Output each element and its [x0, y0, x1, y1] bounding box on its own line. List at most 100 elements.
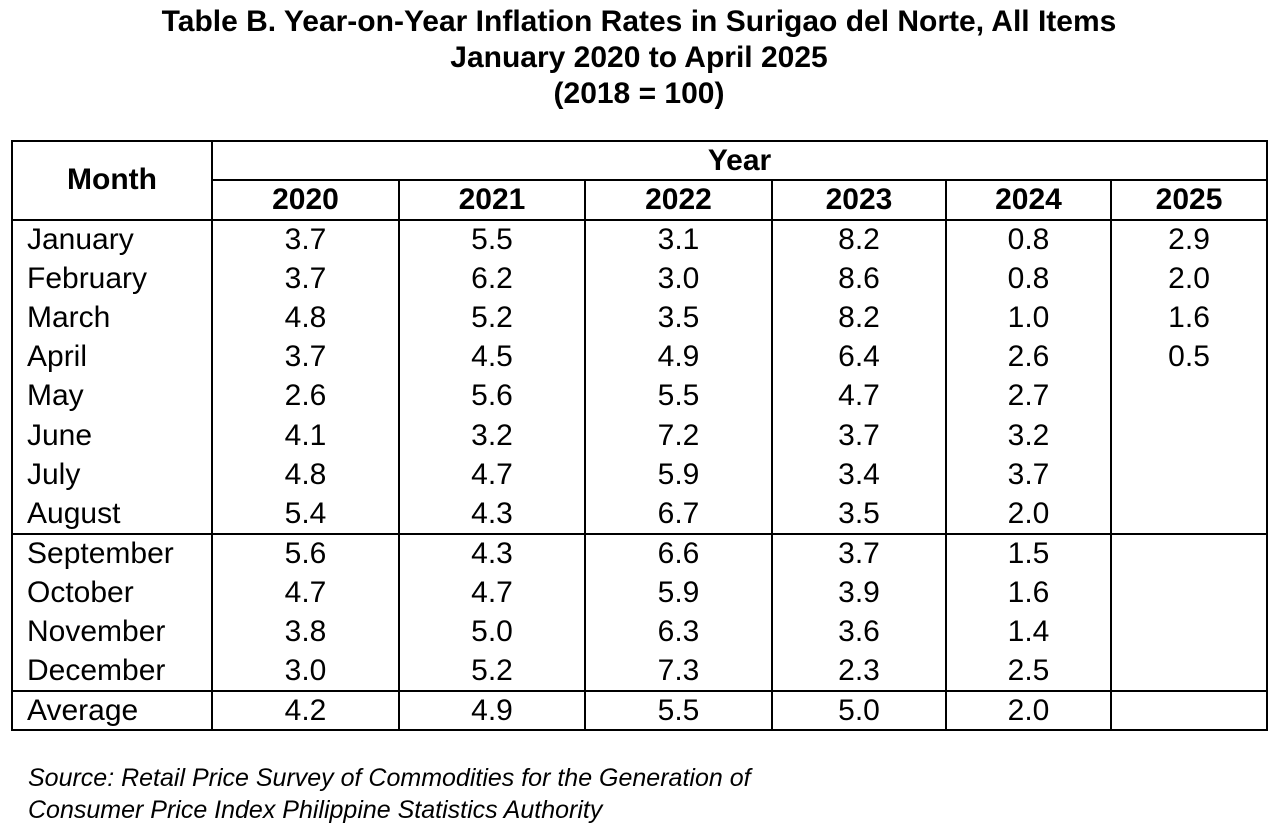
- value-cell: 7.2: [584, 416, 773, 456]
- value-cell: 3.7: [211, 258, 400, 299]
- value-cell: 3.2: [945, 416, 1112, 456]
- value-cell: 7.3: [584, 651, 773, 692]
- value-cell: 5.0: [398, 612, 586, 652]
- value-cell: 4.7: [211, 573, 400, 613]
- value-cell: 5.2: [398, 298, 586, 338]
- month-cell: October: [11, 573, 213, 613]
- value-cell: 6.2: [398, 258, 586, 299]
- value-cell: 4.3: [398, 532, 586, 574]
- table-row: September 5.6 4.3 6.6 3.7 1.5: [11, 532, 1269, 574]
- month-cell: July: [11, 455, 213, 495]
- table-body: January 3.7 5.5 3.1 8.2 0.8 2.9 February 3.7 6.2 3…: [11, 218, 1269, 732]
- table-row: October 4.7 4.7 5.9 3.9 1.6: [11, 573, 1269, 613]
- table-row: June 4.1 3.2 7.2 3.7 3.2: [11, 416, 1269, 456]
- year-header: Year: [210, 139, 1269, 182]
- value-cell: 5.6: [211, 532, 400, 574]
- value-cell: 5.9: [584, 455, 773, 495]
- value-cell: 3.0: [584, 258, 773, 299]
- value-cell: 3.9: [771, 573, 947, 613]
- table-row: December 3.0 5.2 7.3 2.3 2.5: [11, 651, 1269, 692]
- value-cell: 2.0: [945, 494, 1112, 534]
- value-cell: 2.3: [771, 651, 947, 692]
- value-cell: 1.6: [945, 573, 1112, 613]
- month-cell: February: [11, 258, 213, 299]
- value-cell: 4.5: [398, 337, 586, 377]
- month-cell: December: [11, 651, 213, 692]
- table-row: January 3.7 5.5 3.1 8.2 0.8 2.9: [11, 218, 1269, 259]
- value-cell: 2.5: [945, 651, 1112, 692]
- year-col-2020: 2020: [211, 179, 400, 221]
- value-cell: 6.7: [584, 494, 773, 534]
- month-cell: Average: [11, 690, 213, 732]
- value-cell: 5.5: [584, 376, 773, 417]
- value-cell: 3.8: [211, 612, 400, 652]
- value-cell: 3.5: [771, 494, 947, 534]
- month-cell: April: [11, 337, 213, 377]
- value-cell: 5.5: [398, 218, 586, 259]
- year-col-2022: 2022: [584, 179, 773, 221]
- value-cell: 4.3: [398, 494, 586, 534]
- value-cell: 4.8: [211, 455, 400, 495]
- table-row: July 4.8 4.7 5.9 3.4 3.7: [11, 455, 1269, 495]
- table-row: March 4.8 5.2 3.5 8.2 1.0 1.6: [11, 298, 1269, 338]
- source-note: Source: Retail Price Survey of Commoditi…: [28, 762, 928, 826]
- table-row: August 5.4 4.3 6.7 3.5 2.0: [11, 494, 1269, 534]
- table-row: Average 4.2 4.9 5.5 5.0 2.0: [11, 690, 1269, 732]
- value-cell: 1.4: [945, 612, 1112, 652]
- value-cell: 4.7: [398, 573, 586, 613]
- year-col-2023: 2023: [771, 179, 947, 221]
- value-cell: 1.0: [945, 298, 1112, 338]
- title-line-1: Table B. Year-on-Year Inflation Rates in…: [161, 5, 1117, 38]
- month-cell: March: [11, 298, 213, 338]
- value-cell: 2.7: [945, 376, 1112, 417]
- inflation-table: Month Year 2020 2021 2022 2023 2024 2025…: [11, 139, 1269, 732]
- value-cell: 5.5: [584, 690, 773, 732]
- value-cell: 2.0: [945, 690, 1112, 732]
- value-cell: 3.6: [771, 612, 947, 652]
- value-cell: [1109, 532, 1269, 574]
- month-cell: September: [11, 532, 213, 574]
- value-cell: 2.9: [1109, 218, 1269, 259]
- value-cell: 1.5: [945, 532, 1112, 574]
- value-cell: 5.2: [398, 651, 586, 692]
- value-cell: [1109, 455, 1269, 495]
- value-cell: 8.6: [771, 258, 947, 299]
- value-cell: 6.6: [584, 532, 773, 574]
- value-cell: 3.4: [771, 455, 947, 495]
- value-cell: 3.7: [771, 416, 947, 456]
- value-cell: 5.9: [584, 573, 773, 613]
- month-header: Month: [11, 140, 213, 221]
- month-cell: January: [11, 218, 213, 259]
- month-cell: June: [11, 416, 213, 456]
- source-line-2: Consumer Price Index Philippine Statisti…: [28, 796, 603, 824]
- value-cell: [1109, 690, 1269, 732]
- value-cell: [1109, 651, 1269, 692]
- value-cell: 4.2: [211, 690, 400, 732]
- month-cell: November: [11, 612, 213, 652]
- table-row: April 3.7 4.5 4.9 6.4 2.6 0.5: [11, 337, 1269, 377]
- value-cell: 3.7: [211, 337, 400, 377]
- title-line-2: January 2020 to April 2025: [450, 41, 828, 74]
- value-cell: 4.9: [584, 337, 773, 377]
- value-cell: [1109, 494, 1269, 534]
- year-col-2024: 2024: [945, 179, 1112, 221]
- value-cell: 1.6: [1109, 298, 1269, 338]
- value-cell: 0.8: [945, 258, 1112, 299]
- value-cell: 4.1: [211, 416, 400, 456]
- value-cell: 2.0: [1109, 258, 1269, 299]
- value-cell: 6.3: [584, 612, 773, 652]
- value-cell: [1109, 376, 1269, 417]
- value-cell: 4.9: [398, 690, 586, 732]
- value-cell: 6.4: [771, 337, 947, 377]
- year-col-2025: 2025: [1109, 179, 1269, 221]
- table-row: February 3.7 6.2 3.0 8.6 0.8 2.0: [11, 258, 1269, 299]
- value-cell: 4.8: [211, 298, 400, 338]
- value-cell: 0.8: [945, 218, 1112, 259]
- source-line-1: Source: Retail Price Survey of Commoditi…: [28, 764, 751, 792]
- value-cell: 3.0: [211, 651, 400, 692]
- value-cell: 3.7: [211, 218, 400, 259]
- month-cell: August: [11, 494, 213, 534]
- value-cell: 8.2: [771, 218, 947, 259]
- table-row: May 2.6 5.6 5.5 4.7 2.7: [11, 376, 1269, 417]
- value-cell: 4.7: [398, 455, 586, 495]
